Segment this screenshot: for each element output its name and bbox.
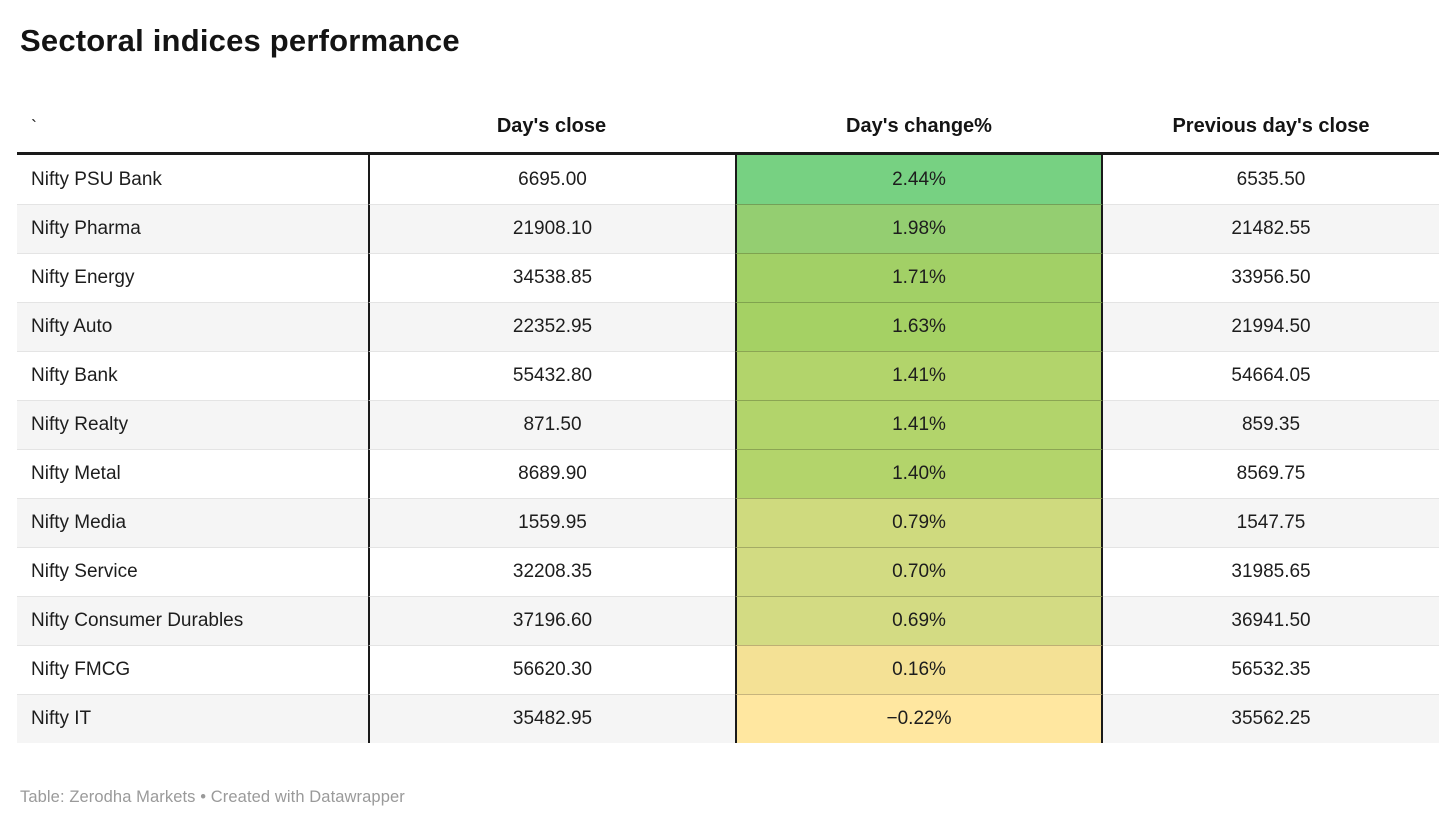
days-close-cell: 55432.80 [368,351,735,400]
prev-close-cell: 8569.75 [1103,449,1439,498]
column-header-prev-close: Previous day's close [1172,115,1370,137]
table-row: Nifty IT 35482.95 −0.22% 35562.25 [17,694,1439,743]
index-name-cell: Nifty Service [17,547,368,596]
days-change-cell: 0.79% [735,498,1103,547]
table-row: Nifty Bank 55432.80 1.41% 54664.05 [17,351,1439,400]
days-close-cell: 6695.00 [368,155,735,204]
days-close-cell: 1559.95 [368,498,735,547]
days-close-cell: 35482.95 [368,694,735,743]
days-change-cell: −0.22% [735,694,1103,743]
table-header-row: ` Day's close Day's change% Previous day… [17,97,1439,155]
table-row: Nifty Energy 34538.85 1.71% 33956.50 [17,253,1439,302]
index-name-cell: Nifty IT [17,694,368,743]
days-close-cell: 21908.10 [368,204,735,253]
index-name-cell: Nifty Energy [17,253,368,302]
prev-close-cell: 36941.50 [1103,596,1439,645]
index-name-cell: Nifty Bank [17,351,368,400]
prev-close-cell: 35562.25 [1103,694,1439,743]
days-close-cell: 871.50 [368,400,735,449]
table-row: Nifty Media 1559.95 0.79% 1547.75 [17,498,1439,547]
days-close-cell: 56620.30 [368,645,735,694]
prev-close-cell: 21994.50 [1103,302,1439,351]
days-change-cell: 1.41% [735,400,1103,449]
prev-close-cell: 1547.75 [1103,498,1439,547]
days-close-cell: 34538.85 [368,253,735,302]
table-row: Nifty Auto 22352.95 1.63% 21994.50 [17,302,1439,351]
days-change-cell: 1.63% [735,302,1103,351]
days-close-cell: 22352.95 [368,302,735,351]
days-change-cell: 0.70% [735,547,1103,596]
column-header-days-close: Day's close [496,115,607,137]
attribution-text: Table: Zerodha Markets • Created with Da… [20,788,405,806]
prev-close-cell: 6535.50 [1236,168,1306,190]
days-change-cell: 1.41% [735,351,1103,400]
prev-close-cell: 31985.65 [1103,547,1439,596]
days-change-cell: 1.40% [735,449,1103,498]
prev-close-cell: 54664.05 [1103,351,1439,400]
prev-close-cell: 56532.35 [1103,645,1439,694]
days-change-cell: 1.98% [735,204,1103,253]
table-row: Nifty Realty 871.50 1.41% 859.35 [17,400,1439,449]
table-row: Nifty Pharma 21908.10 1.98% 21482.55 [17,204,1439,253]
days-close-cell: 32208.35 [368,547,735,596]
prev-close-cell: 859.35 [1103,400,1439,449]
index-name-cell: Nifty Pharma [17,204,368,253]
index-name-cell: Nifty Media [17,498,368,547]
page-title: Sectoral indices performance [20,23,460,58]
table-row: Nifty Metal 8689.90 1.40% 8569.75 [17,449,1439,498]
column-header-blank: ` [31,117,37,137]
days-change-cell: 2.44% [735,155,1103,204]
sector-indices-table: ` Day's close Day's change% Previous day… [17,97,1439,743]
index-name-cell: Nifty Consumer Durables [17,596,368,645]
prev-close-cell: 33956.50 [1103,253,1439,302]
prev-close-cell: 21482.55 [1103,204,1439,253]
days-close-cell: 37196.60 [368,596,735,645]
index-name-cell: Nifty FMCG [17,645,368,694]
index-name-cell: Nifty Auto [17,302,368,351]
column-header-days-change: Day's change% [846,115,992,137]
table-row: Nifty Service 32208.35 0.70% 31985.65 [17,547,1439,596]
table-body: Nifty PSU Bank 6695.00 2.44% 6535.50 Nif… [17,155,1439,743]
table-row: Nifty PSU Bank 6695.00 2.44% 6535.50 [17,155,1439,204]
index-name-cell: Nifty Metal [17,449,368,498]
index-name-cell: Nifty Realty [17,400,368,449]
table-row: Nifty FMCG 56620.30 0.16% 56532.35 [17,645,1439,694]
table-row: Nifty Consumer Durables 37196.60 0.69% 3… [17,596,1439,645]
days-change-cell: 0.69% [735,596,1103,645]
days-change-cell: 0.16% [735,645,1103,694]
days-change-cell: 1.71% [735,253,1103,302]
days-close-cell: 8689.90 [368,449,735,498]
index-name-cell: Nifty PSU Bank [31,168,162,190]
